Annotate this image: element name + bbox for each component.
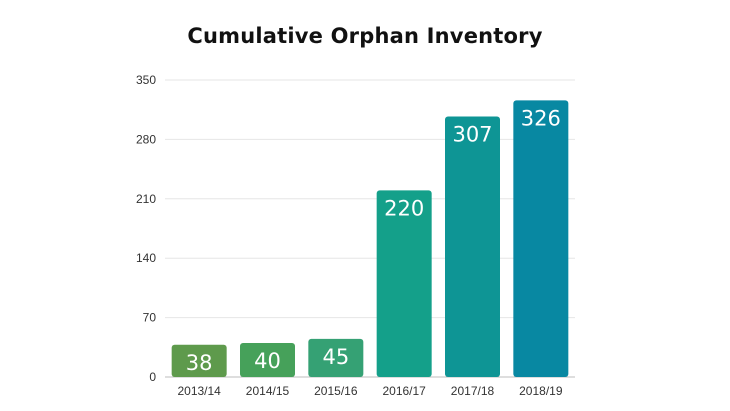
data-label: 38: [186, 351, 213, 375]
bar: [171, 344, 227, 377]
data-label: 307: [452, 122, 492, 146]
data-label: 220: [384, 196, 424, 220]
chart-title: Cumulative Orphan Inventory: [187, 24, 543, 48]
y-tick-label: 280: [136, 132, 156, 146]
x-tick-label: 2018/19: [519, 384, 563, 398]
y-tick-label: 350: [136, 73, 156, 87]
data-label: 40: [254, 349, 281, 373]
x-tick-label: 2015/16: [314, 384, 358, 398]
bar: [308, 338, 364, 377]
bar: [513, 100, 569, 377]
y-tick-label: 70: [143, 311, 157, 325]
y-tick-label: 0: [149, 370, 156, 384]
y-tick-label: 140: [136, 251, 156, 265]
y-tick-label: 210: [136, 192, 156, 206]
bar: [240, 343, 295, 377]
data-label: 45: [322, 345, 349, 369]
x-tick-label: 2013/14: [177, 384, 221, 398]
bar: [376, 190, 432, 377]
x-tick-label: 2016/17: [382, 384, 426, 398]
data-label: 326: [521, 106, 561, 130]
bar: [445, 116, 500, 377]
x-tick-label: 2014/15: [246, 384, 290, 398]
x-tick-label: 2017/18: [451, 384, 495, 398]
